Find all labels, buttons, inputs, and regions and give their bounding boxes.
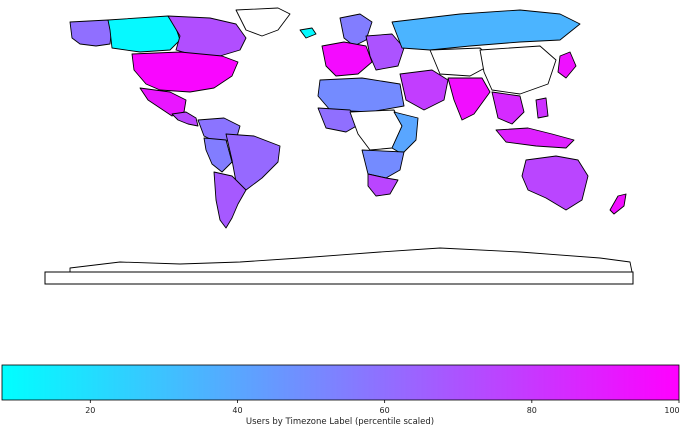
region-central-america [171,111,199,127]
region-scandinavia [339,13,373,47]
region-argentina-chile [213,171,247,229]
region-australia [521,155,589,211]
region-antarctica [69,247,633,273]
region-southeast-asia [491,91,525,125]
colorbar-label: Users by Timezone Label (percentile scal… [246,417,434,426]
region-brazil [225,133,281,191]
region-eastern-europe [365,33,405,71]
region-alaska [69,19,113,47]
region-mexico [139,87,187,117]
region-india [447,77,491,121]
region-russia [391,9,581,51]
colorbar-tick-label-100: 100 [664,406,679,415]
colorbar-ticks: 20 40 60 80 100 [85,400,680,415]
region-indonesia [495,127,575,149]
region-south-africa [367,173,399,197]
region-china [479,45,557,95]
region-peru [203,137,233,173]
colorbar-tick-label-80: 80 [527,406,537,415]
colorbar [1,364,680,401]
region-greenland [235,7,291,37]
region-canada-east [167,15,247,57]
region-new-zealand [609,193,627,215]
region-west-africa [317,107,361,133]
region-southern-africa [361,149,405,179]
colorbar-tick-label-20: 20 [85,406,95,415]
region-philippines [535,97,549,119]
colorbar-tick-label-60: 60 [380,406,390,415]
region-canada-west [107,15,181,53]
region-north-africa [317,77,405,113]
region-japan [557,51,577,79]
region-usa [131,51,239,93]
colorbar-tick-label-40: 40 [232,406,242,415]
region-iceland [299,27,317,39]
region-middle-east [399,69,449,111]
region-western-europe [321,41,373,77]
map-bottom-edge [44,271,634,285]
